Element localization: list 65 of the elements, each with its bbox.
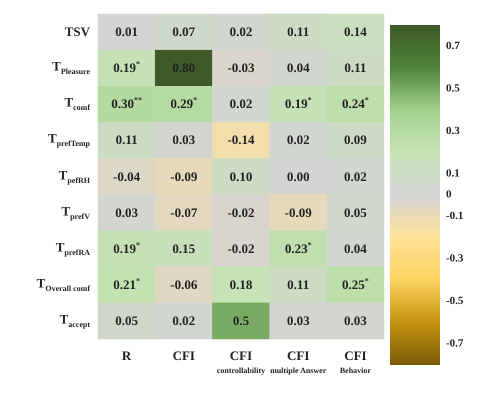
data-label: 0.02 — [230, 96, 252, 112]
data-label: 0.11 — [344, 60, 366, 76]
data-label: 0.29$^{*}$ — [170, 96, 198, 112]
y-tick-label: T$_{pefRH}$ — [58, 166, 90, 186]
data-label: 0.30$^{**}$ — [111, 96, 142, 112]
data-label: 0.03 — [172, 132, 196, 148]
y-tick-label: T$_{prefTemp}$ — [48, 130, 90, 150]
data-label: 0.19$^{*}$ — [284, 96, 312, 112]
data-label: 0.10 — [230, 168, 252, 184]
color-bar-label: 0.5 — [446, 82, 460, 94]
data-label: -0.02 — [227, 204, 255, 220]
y-tick-label: T$_{Pleasure}$ — [52, 58, 90, 77]
data-label: 0.00 — [286, 168, 310, 184]
data-label: 0.23$^{*}$ — [284, 240, 312, 256]
data-label: 0.15 — [172, 240, 196, 256]
color-bar-label: -0.1 — [446, 210, 464, 222]
data-label: -0.14 — [227, 132, 255, 148]
data-label: 0.19$^{*}$ — [113, 60, 140, 76]
color-bar-label: -0.5 — [446, 294, 464, 307]
x-tick-label: CFI — [172, 348, 196, 364]
data-label: 0.14 — [344, 24, 367, 40]
data-label: 0.07 — [172, 24, 196, 40]
data-label: 0.25$^{*}$ — [342, 276, 369, 292]
data-label: 0.11 — [116, 132, 138, 148]
data-label: 0.03 — [286, 312, 310, 328]
data-label: -0.04 — [113, 168, 140, 184]
data-label: -0.09 — [284, 204, 312, 220]
x-tick-label: R — [120, 348, 132, 364]
color-bar-label: 0.7 — [446, 40, 460, 52]
data-label: 0.5 — [232, 312, 250, 328]
data-label: 0.24$^{*}$ — [342, 96, 369, 112]
color-bar-label: -0.7 — [446, 337, 464, 350]
data-label: 0.11 — [287, 24, 310, 40]
color-bar-label: 0.1 — [446, 167, 460, 180]
y-tick-label: T$_{prefV}$ — [61, 202, 90, 222]
data-label: 0.03 — [115, 204, 138, 220]
data-label: 0.05 — [344, 204, 367, 220]
color-bar-label: 0 — [446, 188, 452, 200]
data-label: -0.09 — [170, 168, 198, 184]
data-label: 0.02 — [286, 132, 310, 148]
color-bar-label: -0.3 — [446, 252, 464, 264]
data-label: 0.01 — [115, 24, 138, 40]
data-label: 0.21$^{*}$ — [113, 276, 140, 292]
y-tick-label: T$_{comf}$ — [64, 94, 90, 113]
data-label: 0.03 — [344, 312, 367, 328]
y-tick-label: T$_{accept}$ — [60, 311, 90, 330]
data-label: 0.02 — [230, 24, 252, 40]
data-label: 0.04 — [286, 60, 310, 76]
color-bar-label: 0.3 — [446, 124, 460, 137]
data-label: -0.07 — [170, 204, 198, 220]
data-label: -0.03 — [227, 60, 255, 76]
data-label: 0.05 — [115, 312, 138, 328]
data-label: -0.02 — [227, 240, 255, 256]
data-label: 0.18 — [230, 276, 252, 292]
data-label: 0.02 — [344, 168, 367, 184]
y-tick-label: T$_{prefRA}$ — [56, 239, 90, 258]
y-tick-label: TSV — [64, 24, 90, 40]
data-label: -0.06 — [170, 276, 198, 292]
data-label: 0.19$^{*}$ — [113, 240, 140, 256]
data-label: 0.11 — [287, 276, 310, 292]
data-label: 0.02 — [172, 312, 196, 328]
data-label: 0.04 — [344, 240, 367, 256]
data-label: 0.80 — [172, 60, 196, 76]
data-label: 0.09 — [344, 132, 367, 148]
y-tick-label: T$_{Overall comf}$ — [36, 275, 90, 294]
